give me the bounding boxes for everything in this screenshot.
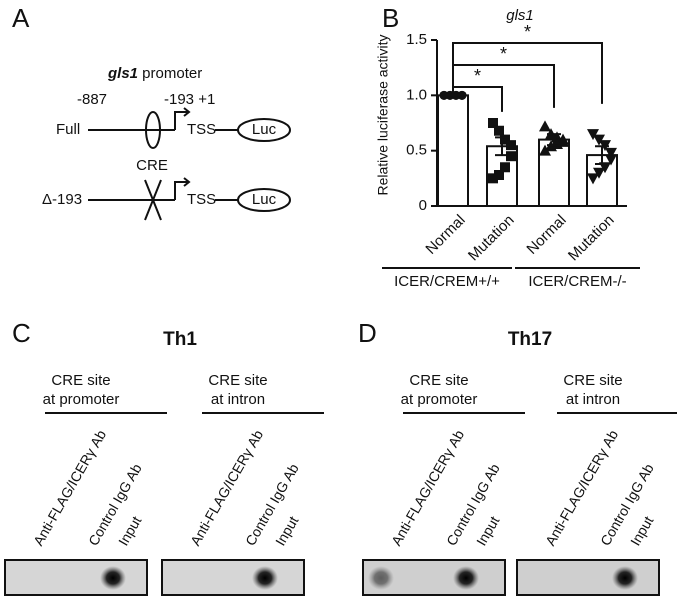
blot-spot: [100, 566, 126, 590]
lane-label: Input: [272, 513, 301, 548]
significance-bracket: [452, 42, 603, 104]
luc-box: [237, 188, 291, 212]
data-point: [587, 173, 599, 185]
y-tick-label: 0.5: [406, 142, 427, 159]
panel-title: Th1: [163, 329, 197, 350]
data-point: [593, 134, 605, 146]
y-tick-label: 0: [419, 197, 427, 214]
promoter-label: promoter: [138, 65, 202, 82]
site-title: CRE site: [563, 372, 622, 389]
error-bar: [595, 145, 609, 165]
chart-title: gls1: [506, 7, 534, 24]
position-label: -193 +1: [164, 91, 215, 108]
data-point: [605, 147, 617, 159]
lane-label: Input: [473, 513, 502, 548]
error-bar: [446, 93, 460, 97]
site-title: at promoter: [401, 391, 478, 408]
x-tick-label: Mutation: [465, 212, 518, 265]
reporter-label: Luc: [252, 121, 277, 138]
data-point: [488, 118, 498, 128]
y-axis-label: Relative luciferase activity: [375, 34, 391, 195]
site-title: at intron: [566, 391, 620, 408]
data-point: [593, 167, 605, 179]
tss-arrow: [174, 177, 191, 200]
element-label: CRE: [136, 157, 168, 174]
panel-label: B: [382, 3, 399, 33]
data-point: [539, 144, 551, 156]
data-point: [439, 90, 449, 100]
x-tick-label: Mutation: [565, 212, 618, 265]
construct-name: Δ-193: [42, 191, 82, 208]
group-label: ICER/CREM+/+: [394, 273, 500, 290]
x-tick-label: Normal: [422, 212, 468, 258]
panel-label: C: [12, 318, 31, 348]
site-title: CRE site: [208, 372, 267, 389]
cre-deletion: [144, 179, 162, 221]
lane-label: Input: [115, 513, 144, 548]
promoter-title: gls1 promoter: [107, 65, 202, 82]
blot-spot: [368, 566, 394, 590]
blot-spot: [453, 566, 479, 590]
data-point: [506, 151, 516, 162]
position-label: -887: [77, 91, 107, 108]
data-point: [494, 125, 504, 136]
luc-box: [237, 118, 291, 142]
x-tick-label: Normal: [523, 212, 569, 258]
blot-spot: [612, 566, 638, 590]
blot-spot: [252, 566, 278, 590]
gene-name: gls1: [107, 65, 138, 82]
significance-label: *: [474, 66, 481, 86]
bar: [437, 94, 469, 207]
site-title: CRE site: [409, 372, 468, 389]
data-point: [587, 129, 599, 141]
error-bar: [495, 136, 509, 157]
data-point: [599, 162, 611, 174]
significance-label: *: [524, 22, 531, 42]
y-tick-label: 1.5: [406, 31, 427, 48]
blot: [161, 559, 305, 596]
data-point: [500, 162, 510, 173]
panel-label: D: [358, 318, 377, 348]
significance-label: *: [500, 44, 507, 64]
site-title: CRE site: [51, 372, 110, 389]
error-bar: [547, 133, 561, 147]
construct-name: Full: [56, 121, 80, 138]
panel-title: Th17: [508, 329, 552, 350]
lane-label: Input: [627, 513, 656, 548]
cre-site: [145, 111, 161, 149]
data-point: [506, 140, 516, 151]
y-tick-label: 1.0: [406, 86, 427, 103]
data-point: [539, 120, 551, 132]
tss-label: TSS: [187, 191, 216, 208]
data-point: [488, 173, 498, 184]
tss-label: TSS: [187, 121, 216, 138]
site-title: at intron: [211, 391, 265, 408]
site-title: at promoter: [43, 391, 120, 408]
reporter-label: Luc: [252, 191, 277, 208]
data-point: [605, 154, 617, 166]
group-label: ICER/CREM-/-: [528, 273, 626, 290]
panel-label: A: [12, 3, 30, 33]
tss-arrow: [174, 107, 191, 130]
